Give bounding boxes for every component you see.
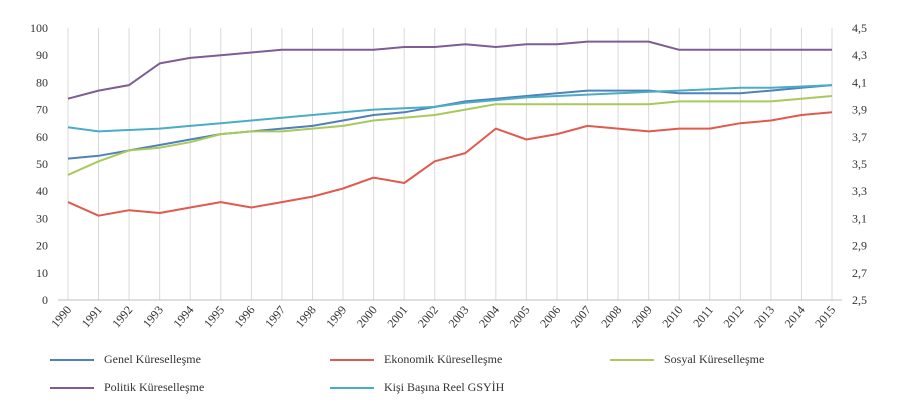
x-tick-label: 2004 (476, 303, 502, 330)
x-tick-label: 2009 (629, 303, 655, 330)
x-axis: 1990 1991 1992 1993 1994 1995 1996 1997 1998 1999… (48, 303, 838, 330)
legend-item: Kişi Başına Reel GSYİH (330, 380, 504, 395)
x-tick-label: 2007 (568, 303, 594, 330)
y-tick-label-left: 90 (36, 48, 48, 62)
y-tick-label-left: 10 (36, 266, 48, 280)
y-tick-label-left: 70 (36, 103, 48, 117)
legend-item: Sosyal Küreselleşme (610, 352, 764, 367)
x-tick-label: 2014 (782, 303, 808, 330)
y-tick-label-right: 3,7 (852, 130, 867, 144)
legend-label: Genel Küreselleşme (104, 352, 201, 366)
legend-label: Sosyal Küreselleşme (664, 352, 765, 366)
legend-swatch (330, 358, 374, 361)
legend-swatch (610, 358, 654, 361)
left-y-axis: 0 10 20 30 40 50 60 70 80 90 100 (30, 21, 48, 307)
y-tick-label-left: 30 (36, 211, 48, 225)
y-tick-label-left: 0 (42, 293, 48, 307)
y-tick-label-right: 4,5 (852, 21, 867, 35)
x-tick-label: 2006 (537, 303, 563, 330)
x-tick-label: 1995 (201, 303, 227, 330)
x-tick-label: 1991 (79, 303, 105, 330)
right-y-axis: 2,5 2,7 2,9 3,1 3,3 3,5 3,7 3,9 4,1 4,3 4,5 (852, 21, 867, 307)
x-tick-label: 1994 (170, 303, 196, 330)
y-tick-label-left: 40 (36, 184, 48, 198)
x-tick-label: 2000 (354, 303, 380, 330)
x-tick-label: 2015 (812, 303, 838, 330)
series-line-politik-k-reselle-me (67, 40, 832, 100)
y-tick-label-right: 2,7 (852, 266, 867, 280)
x-tick-label: 2003 (445, 303, 471, 330)
x-tick-label: 1998 (293, 303, 319, 330)
x-tick-label: 1990 (48, 303, 74, 330)
y-tick-label-right: 3,1 (852, 211, 867, 225)
y-tick-label-left: 100 (30, 21, 48, 35)
y-tick-label-left: 60 (36, 130, 48, 144)
line-chart: 0 10 20 30 40 50 60 70 80 90 100 2,5 2,7 2,9 3,1 3,3 3,… (30, 21, 867, 330)
x-tick-label: 1993 (140, 303, 166, 330)
x-tick-label: 1999 (323, 303, 349, 330)
legend-label: Kişi Başına Reel GSYİH (384, 380, 505, 394)
y-tick-label-right: 4,1 (852, 75, 867, 89)
y-tick-label-right: 3,9 (852, 103, 867, 117)
series-line-ekonomik-k-reselle-me (67, 111, 833, 217)
x-tick-label: 1997 (262, 303, 288, 330)
legend-swatch (50, 386, 94, 389)
y-tick-label-right: 3,5 (852, 157, 867, 171)
x-tick-label: 1992 (109, 303, 135, 330)
x-tick-label: 2012 (720, 303, 746, 330)
chart-legend: Genel Küreselleşme Ekonomik Küreselleşme S… (30, 352, 880, 407)
y-tick-label-right: 2,9 (852, 239, 867, 253)
legend-label: Ekonomik Küreselleşme (384, 352, 503, 366)
y-tick-label-right: 2,5 (852, 293, 867, 307)
legend-item: Genel Küreselleşme (50, 352, 201, 367)
x-tick-label: 2001 (384, 303, 410, 330)
legend-item: Politik Küreselleşme (50, 380, 204, 395)
series-line-ki-i-ba-na-reel-gsyi-h (67, 84, 833, 133)
x-tick-label: 2002 (415, 303, 441, 330)
x-tick-label: 2005 (507, 303, 533, 330)
legend-item: Ekonomik Küreselleşme (330, 352, 502, 367)
y-tick-label-left: 50 (36, 157, 48, 171)
series-line-sosyal-k-reselle-me (67, 95, 833, 176)
legend-swatch (50, 358, 94, 361)
series-lines (67, 40, 833, 217)
y-tick-label-left: 20 (36, 239, 48, 253)
legend-label: Politik Küreselleşme (104, 380, 205, 394)
series-line-genel-k-reselle-me (67, 84, 833, 160)
legend-swatch (330, 386, 374, 389)
y-tick-label-left: 80 (36, 75, 48, 89)
x-tick-label: 2011 (690, 303, 716, 330)
y-tick-label-right: 4,3 (852, 48, 867, 62)
x-tick-label: 2008 (598, 303, 624, 330)
x-tick-label: 2013 (751, 303, 777, 330)
y-tick-label-right: 3,3 (852, 184, 867, 198)
x-tick-label: 2010 (659, 303, 685, 330)
grid-lines (58, 28, 842, 301)
x-tick-label: 1996 (232, 303, 258, 330)
